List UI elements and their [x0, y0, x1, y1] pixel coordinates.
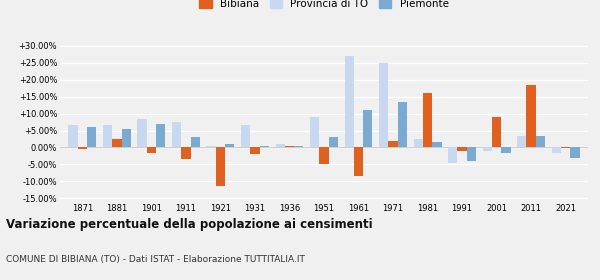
Bar [388, 141, 398, 148]
Bar [172, 122, 181, 148]
Bar [457, 148, 467, 151]
Bar [363, 110, 373, 148]
Text: COMUNE DI BIBIANA (TO) - Dati ISTAT - Elaborazione TUTTITALIA.IT: COMUNE DI BIBIANA (TO) - Dati ISTAT - El… [6, 255, 305, 264]
Bar [354, 148, 363, 176]
Bar [294, 146, 304, 148]
Bar [112, 139, 122, 148]
Bar [329, 137, 338, 148]
Bar [137, 119, 147, 148]
Bar [206, 146, 216, 148]
Bar [275, 144, 285, 148]
Bar [103, 125, 112, 148]
Bar [344, 56, 354, 148]
Bar [551, 148, 561, 153]
Bar [191, 137, 200, 148]
Bar [379, 63, 388, 148]
Bar [482, 148, 492, 151]
Bar [492, 117, 501, 148]
Bar [448, 148, 457, 163]
Bar [501, 148, 511, 153]
Bar [413, 139, 423, 148]
Bar [250, 148, 260, 154]
Bar [68, 125, 78, 148]
Text: Variazione percentuale della popolazione ai censimenti: Variazione percentuale della popolazione… [6, 218, 373, 231]
Legend: Bibiana, Provincia di TO, Piemonte: Bibiana, Provincia di TO, Piemonte [196, 0, 452, 12]
Bar [570, 148, 580, 158]
Bar [526, 85, 536, 148]
Bar [467, 148, 476, 161]
Bar [319, 148, 329, 164]
Bar [156, 124, 166, 148]
Bar [147, 148, 156, 153]
Bar [241, 125, 250, 148]
Bar [122, 129, 131, 148]
Bar [517, 136, 526, 148]
Bar [225, 144, 235, 148]
Bar [285, 146, 294, 148]
Bar [181, 148, 191, 159]
Bar [536, 136, 545, 148]
Bar [78, 148, 87, 149]
Bar [87, 127, 97, 148]
Bar [423, 93, 432, 148]
Bar [260, 146, 269, 148]
Bar [398, 102, 407, 148]
Bar [310, 117, 319, 148]
Bar [216, 148, 225, 186]
Bar [432, 143, 442, 148]
